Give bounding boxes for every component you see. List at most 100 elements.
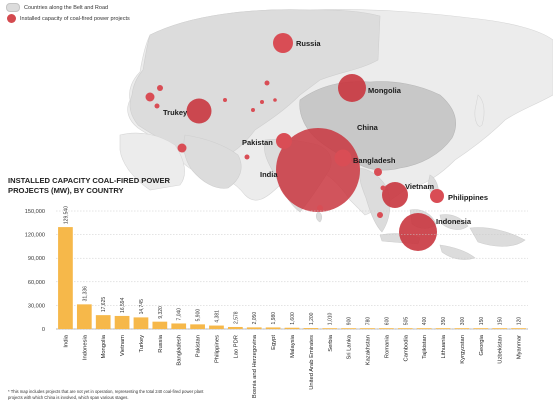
data-label: 1,010 xyxy=(328,312,334,325)
x-tick-label: Mongolia xyxy=(101,334,107,358)
bubble-bangladesh xyxy=(334,149,352,167)
bar xyxy=(397,328,413,329)
bubble-small-11 xyxy=(374,168,382,176)
x-tick-label: Lao PDR xyxy=(233,335,239,359)
data-label: 16,594 xyxy=(120,297,126,313)
bubble-vietnam xyxy=(382,182,408,208)
label-pakistan: Pakistan xyxy=(242,138,273,147)
y-tick-label: 30,000 xyxy=(28,303,45,309)
data-label: 5,900 xyxy=(196,309,202,322)
data-label: 31,336 xyxy=(82,286,88,302)
region-swatch xyxy=(6,3,20,12)
bar xyxy=(322,328,338,329)
bar xyxy=(152,321,168,329)
x-tick-label: Russia xyxy=(158,334,164,352)
x-tick-label: Indonesia xyxy=(82,334,88,360)
bar xyxy=(76,304,92,329)
data-label: 900 xyxy=(347,317,353,326)
x-tick-label: India xyxy=(63,334,69,347)
bubble-small-5 xyxy=(244,154,250,160)
bubble-philippines xyxy=(430,189,444,203)
data-label: 400 xyxy=(422,317,428,326)
bubble-small-1 xyxy=(145,92,155,102)
bubble-small-14 xyxy=(260,100,264,104)
x-tick-label: Philippines xyxy=(214,335,220,363)
label-vietnam: Vietnam xyxy=(405,182,434,191)
bar xyxy=(190,324,205,329)
label-philippines: Philippines xyxy=(448,193,488,202)
bar xyxy=(511,328,526,329)
bar xyxy=(171,323,187,329)
bubble-small-9 xyxy=(273,98,277,102)
legend-region-label: Countries along the Belt and Road xyxy=(24,4,109,11)
bubble-swatch xyxy=(7,14,16,23)
data-label: 2,050 xyxy=(252,312,258,325)
x-tick-label: Bangladesh xyxy=(177,335,183,366)
label-china: China xyxy=(357,123,379,132)
x-tick-label: Turkey xyxy=(139,335,145,353)
data-label: 14,745 xyxy=(139,299,145,315)
bar xyxy=(341,328,357,329)
legend-row-bubble: Installed capacity of coal-fired power p… xyxy=(6,13,130,24)
data-label: 129,540 xyxy=(63,206,69,224)
bar xyxy=(303,328,319,329)
label-bangladesh: Bangladesh xyxy=(353,156,396,165)
x-tick-label: Myanmar xyxy=(517,335,523,359)
data-label: 780 xyxy=(366,317,372,326)
bar xyxy=(58,227,73,329)
bar xyxy=(435,328,451,329)
bar xyxy=(454,328,470,329)
bubble-mongolia xyxy=(338,74,366,102)
legend-row-region: Countries along the Belt and Road xyxy=(6,2,130,13)
y-tick-label: 120,000 xyxy=(25,233,45,239)
label-indonesia: Indonesia xyxy=(436,217,472,226)
x-tick-label: Sri Lanka xyxy=(347,334,353,359)
y-tick-label: 0 xyxy=(42,327,45,333)
x-tick-label: Malaysia xyxy=(290,334,296,358)
bubble-indonesia xyxy=(399,213,437,251)
x-tick-label: Vietnam xyxy=(120,335,126,356)
x-tick-label: Kazakhstan xyxy=(366,335,372,365)
label-turkey: Trukey xyxy=(163,108,188,117)
footnote: * This map includes projects that are no… xyxy=(8,389,204,400)
bar xyxy=(265,327,281,329)
y-tick-label: 150,000 xyxy=(25,209,45,215)
data-label: 7,040 xyxy=(177,308,183,321)
data-label: 1,980 xyxy=(271,312,277,325)
data-label: 150 xyxy=(498,317,504,326)
x-tick-label: Egypt xyxy=(271,335,277,350)
label-india: India xyxy=(260,170,278,179)
bubble-small-3 xyxy=(154,103,160,109)
bubble-russia xyxy=(273,33,293,53)
bar xyxy=(416,328,432,329)
bubble-small-12 xyxy=(380,185,386,191)
x-tick-label: Tajikistan xyxy=(422,335,428,359)
x-tick-label: United Arab Emirates xyxy=(309,335,315,390)
x-tick-label: Romania xyxy=(384,334,390,358)
y-tick-label: 90,000 xyxy=(28,256,45,262)
x-tick-label: Cambodia xyxy=(403,334,409,361)
bar xyxy=(379,328,394,329)
bar xyxy=(209,325,224,329)
bar xyxy=(360,328,375,329)
bar xyxy=(95,315,111,329)
x-tick-label: Bosnia and Herzegovina xyxy=(252,334,258,398)
bubble-small-13 xyxy=(377,212,383,218)
legend: Countries along the Belt and Road Instal… xyxy=(6,2,130,24)
y-tick-label: 60,000 xyxy=(28,280,45,286)
bubbles xyxy=(145,33,444,251)
data-label: 1,200 xyxy=(309,312,315,325)
bar xyxy=(473,328,489,329)
data-label: 350 xyxy=(441,317,447,326)
chart-title: INSTALLED CAPACITY COAL-FIRED POWER PROJ… xyxy=(8,176,170,195)
data-label: 600 xyxy=(384,317,390,326)
label-russia: Russia xyxy=(296,39,321,48)
data-label: 4,381 xyxy=(214,310,220,323)
bar xyxy=(114,315,130,329)
bar xyxy=(133,317,149,329)
label-mongolia: Mongolia xyxy=(368,86,402,95)
bubble-india xyxy=(276,128,360,212)
x-tick-label: Georgia xyxy=(479,334,485,355)
